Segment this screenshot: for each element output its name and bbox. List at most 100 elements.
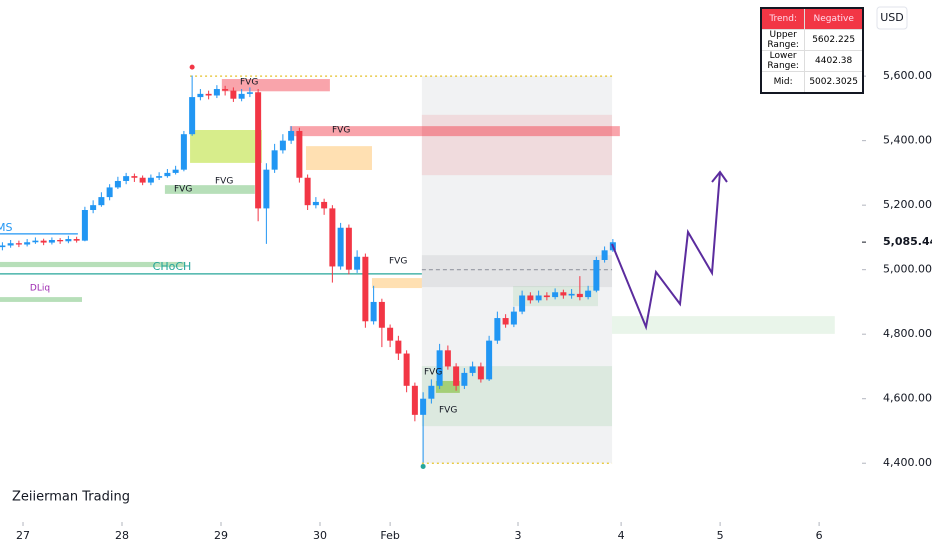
candle-body xyxy=(147,177,154,183)
x-tick-label: Feb xyxy=(380,529,399,542)
candle-body xyxy=(131,176,138,178)
candle-body xyxy=(321,201,328,209)
annotation: FVG xyxy=(332,126,350,136)
candle-body xyxy=(486,340,493,380)
last-price-label: 5,085.445 xyxy=(883,235,932,248)
candle-body xyxy=(114,180,121,188)
candle-body xyxy=(98,197,105,206)
candle-body xyxy=(246,92,253,94)
candle-body xyxy=(230,90,237,99)
candle-body xyxy=(436,350,443,386)
candle-body xyxy=(403,353,410,386)
candle-body xyxy=(304,177,311,206)
candle-body xyxy=(329,208,336,267)
candle-body xyxy=(477,366,484,380)
candle-body xyxy=(40,240,47,243)
annotation: FVG xyxy=(240,78,258,88)
candle-body xyxy=(568,293,575,296)
candle-body xyxy=(576,293,583,298)
annotation: FVG xyxy=(389,257,407,267)
x-tick-label: 3 xyxy=(514,529,521,542)
candle-body xyxy=(502,318,509,325)
candle-body xyxy=(337,227,344,267)
x-tick-label: 30 xyxy=(313,529,327,542)
candle-body xyxy=(370,301,377,322)
candle-body xyxy=(279,140,286,151)
candle-body xyxy=(81,210,88,241)
y-tick-label: 4,400.000 xyxy=(883,456,932,469)
candle-body xyxy=(543,295,550,298)
zone xyxy=(221,79,330,92)
candle-body xyxy=(494,318,501,341)
candle-body xyxy=(205,93,212,96)
projection-path xyxy=(611,171,721,331)
projection-arrow xyxy=(711,170,728,183)
table-row: Trend: Negative xyxy=(760,7,864,30)
plot-area: FVG FVG FVG FVG FVG FVG FVG CHoCH DLiq MS Zeiierma… xyxy=(0,64,835,505)
zone xyxy=(421,366,613,427)
annotation: FVG xyxy=(424,368,442,378)
cell: Trend: xyxy=(760,7,806,30)
annotation: FVG xyxy=(174,185,192,195)
cell: 4402.38 xyxy=(804,50,864,72)
currency: USD xyxy=(880,11,904,24)
candle-body xyxy=(411,385,418,415)
zone xyxy=(421,255,613,288)
candle-body xyxy=(461,372,468,386)
candle-body xyxy=(222,89,229,91)
x-tick-label: 6 xyxy=(816,529,823,542)
zone xyxy=(371,278,422,289)
currency-box xyxy=(876,6,908,30)
candle-body xyxy=(263,169,270,209)
candle-body xyxy=(601,250,608,260)
candle-body xyxy=(420,398,427,415)
x-tick-label: 28 xyxy=(115,529,129,542)
candle-body xyxy=(560,292,567,296)
x-tick-label: 4 xyxy=(618,529,625,542)
zone xyxy=(0,297,83,302)
zone xyxy=(0,261,186,268)
candle-body xyxy=(428,385,435,399)
zone xyxy=(190,130,262,163)
candle-body xyxy=(172,169,179,173)
candle-body xyxy=(378,301,385,328)
y-tick-label: 4,600.000 xyxy=(883,392,932,405)
candle-body xyxy=(312,201,319,206)
annotation: Zeiierman Trading xyxy=(12,490,130,505)
zone xyxy=(305,146,372,170)
candle-body xyxy=(65,239,72,242)
candle-body xyxy=(123,176,130,181)
cell: Upper Range: xyxy=(760,29,806,51)
candle-body xyxy=(527,295,534,301)
candle-body xyxy=(106,187,113,198)
zone xyxy=(435,380,460,393)
candle-body xyxy=(453,366,460,386)
annotation: FVG xyxy=(439,406,457,416)
candle-body xyxy=(362,256,369,322)
candle-body xyxy=(164,172,171,177)
candle-body xyxy=(593,260,600,291)
cell: 5602.225 xyxy=(804,29,864,51)
x-tick-label: 29 xyxy=(214,529,228,542)
zone xyxy=(612,316,835,334)
table-row: Lower Range: 4402.38 xyxy=(760,50,864,72)
candle-body xyxy=(354,256,361,270)
annotation: FVG xyxy=(215,177,233,187)
candle-body xyxy=(213,89,220,96)
candle-body xyxy=(32,240,39,243)
annotation: CHoCH xyxy=(153,260,192,273)
y-tick-label: 5,400.000 xyxy=(883,134,932,147)
cell: 5002.3025 xyxy=(804,71,864,94)
table-row: Mid: 5002.3025 xyxy=(760,71,864,94)
candle-body xyxy=(255,92,262,209)
candle-body xyxy=(24,242,31,245)
zone xyxy=(164,185,255,194)
candle-body xyxy=(15,243,22,245)
candle-body xyxy=(271,150,278,170)
candle-body xyxy=(535,295,542,301)
pivot-dot xyxy=(189,64,195,70)
cell: Mid: xyxy=(760,71,806,94)
x-tick-label: 5 xyxy=(717,529,724,542)
candle-body xyxy=(387,327,394,341)
